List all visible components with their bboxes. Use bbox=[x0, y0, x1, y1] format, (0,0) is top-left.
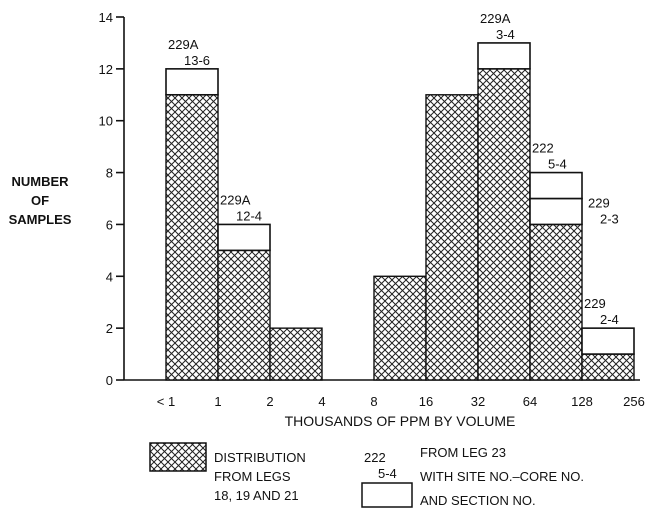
bar-open-segment bbox=[166, 69, 218, 95]
legend-hatched-line-1: DISTRIBUTION bbox=[214, 450, 306, 465]
bar-hatched bbox=[166, 95, 218, 380]
legend-hatched-line-3: 18, 19 AND 21 bbox=[214, 488, 299, 503]
sample-label-site: 229A bbox=[168, 37, 199, 52]
sample-label-site: 229 bbox=[584, 296, 606, 311]
bar-hatched bbox=[478, 69, 530, 380]
legend-example-label-line-2: 5-4 bbox=[378, 466, 397, 481]
legend-open-swatch bbox=[362, 483, 412, 507]
legend-example-label-line-1: 222 bbox=[364, 450, 386, 465]
bar-open-segment bbox=[530, 173, 582, 199]
legend: DISTRIBUTION FROM LEGS 18, 19 AND 21 222… bbox=[150, 443, 584, 508]
sample-label-core: 2-4 bbox=[600, 312, 619, 327]
sample-label-site: 229 bbox=[588, 195, 610, 210]
bar-open-segment bbox=[530, 199, 582, 225]
x-tick-label: < 1 bbox=[157, 394, 175, 409]
bar-hatched bbox=[374, 276, 426, 380]
sample-label-core: 3-4 bbox=[496, 27, 515, 42]
sample-label-core: 13-6 bbox=[184, 53, 210, 68]
y-tick-label: 14 bbox=[99, 10, 113, 25]
x-tick-label: 128 bbox=[571, 394, 593, 409]
bar-open-segment bbox=[478, 43, 530, 69]
sample-label-site: 229A bbox=[220, 192, 251, 207]
y-axis-title-line-1: NUMBER bbox=[11, 174, 69, 189]
y-tick-label: 2 bbox=[106, 321, 113, 336]
legend-open-line-1: FROM LEG 23 bbox=[420, 445, 506, 460]
y-axis-title: NUMBER OF SAMPLES bbox=[9, 174, 72, 227]
x-tick-label: 64 bbox=[523, 394, 537, 409]
sample-label-core: 2-3 bbox=[600, 211, 619, 226]
y-tick-label: 4 bbox=[106, 269, 113, 284]
legend-hatched-swatch bbox=[150, 443, 206, 471]
y-tick-label: 0 bbox=[106, 373, 113, 388]
bar-hatched bbox=[270, 328, 322, 380]
x-tick-label: 2 bbox=[266, 394, 273, 409]
legend-open-line-3: AND SECTION NO. bbox=[420, 493, 536, 508]
sample-label-core: 5-4 bbox=[548, 157, 567, 172]
legend-open-line-2: WITH SITE NO.–CORE NO. bbox=[420, 469, 584, 484]
bar-hatched bbox=[218, 250, 270, 380]
x-axis-title: THOUSANDS OF PPM BY VOLUME bbox=[285, 413, 516, 429]
y-tick-label: 10 bbox=[99, 114, 113, 129]
bar-hatched bbox=[530, 224, 582, 380]
x-tick-label: 256 bbox=[623, 394, 645, 409]
x-tick-label: 32 bbox=[471, 394, 485, 409]
bar-hatched bbox=[582, 354, 634, 380]
bar-hatched bbox=[426, 95, 478, 380]
y-tick-label: 6 bbox=[106, 217, 113, 232]
x-tick-label: 1 bbox=[214, 394, 221, 409]
sample-label-site: 229A bbox=[480, 11, 511, 26]
bar-open-segment bbox=[218, 224, 270, 250]
y-tick-label: 12 bbox=[99, 62, 113, 77]
legend-hatched-line-2: FROM LEGS bbox=[214, 469, 291, 484]
sample-label-core: 12-4 bbox=[236, 208, 262, 223]
y-axis-title-line-3: SAMPLES bbox=[9, 212, 72, 227]
bar-open-segment bbox=[582, 328, 634, 354]
y-tick-label: 8 bbox=[106, 166, 113, 181]
y-axis-title-line-2: OF bbox=[31, 193, 49, 208]
sample-label-site: 222 bbox=[532, 141, 554, 156]
x-tick-label: 4 bbox=[318, 394, 325, 409]
x-tick-label: 16 bbox=[419, 394, 433, 409]
x-tick-label: 8 bbox=[370, 394, 377, 409]
